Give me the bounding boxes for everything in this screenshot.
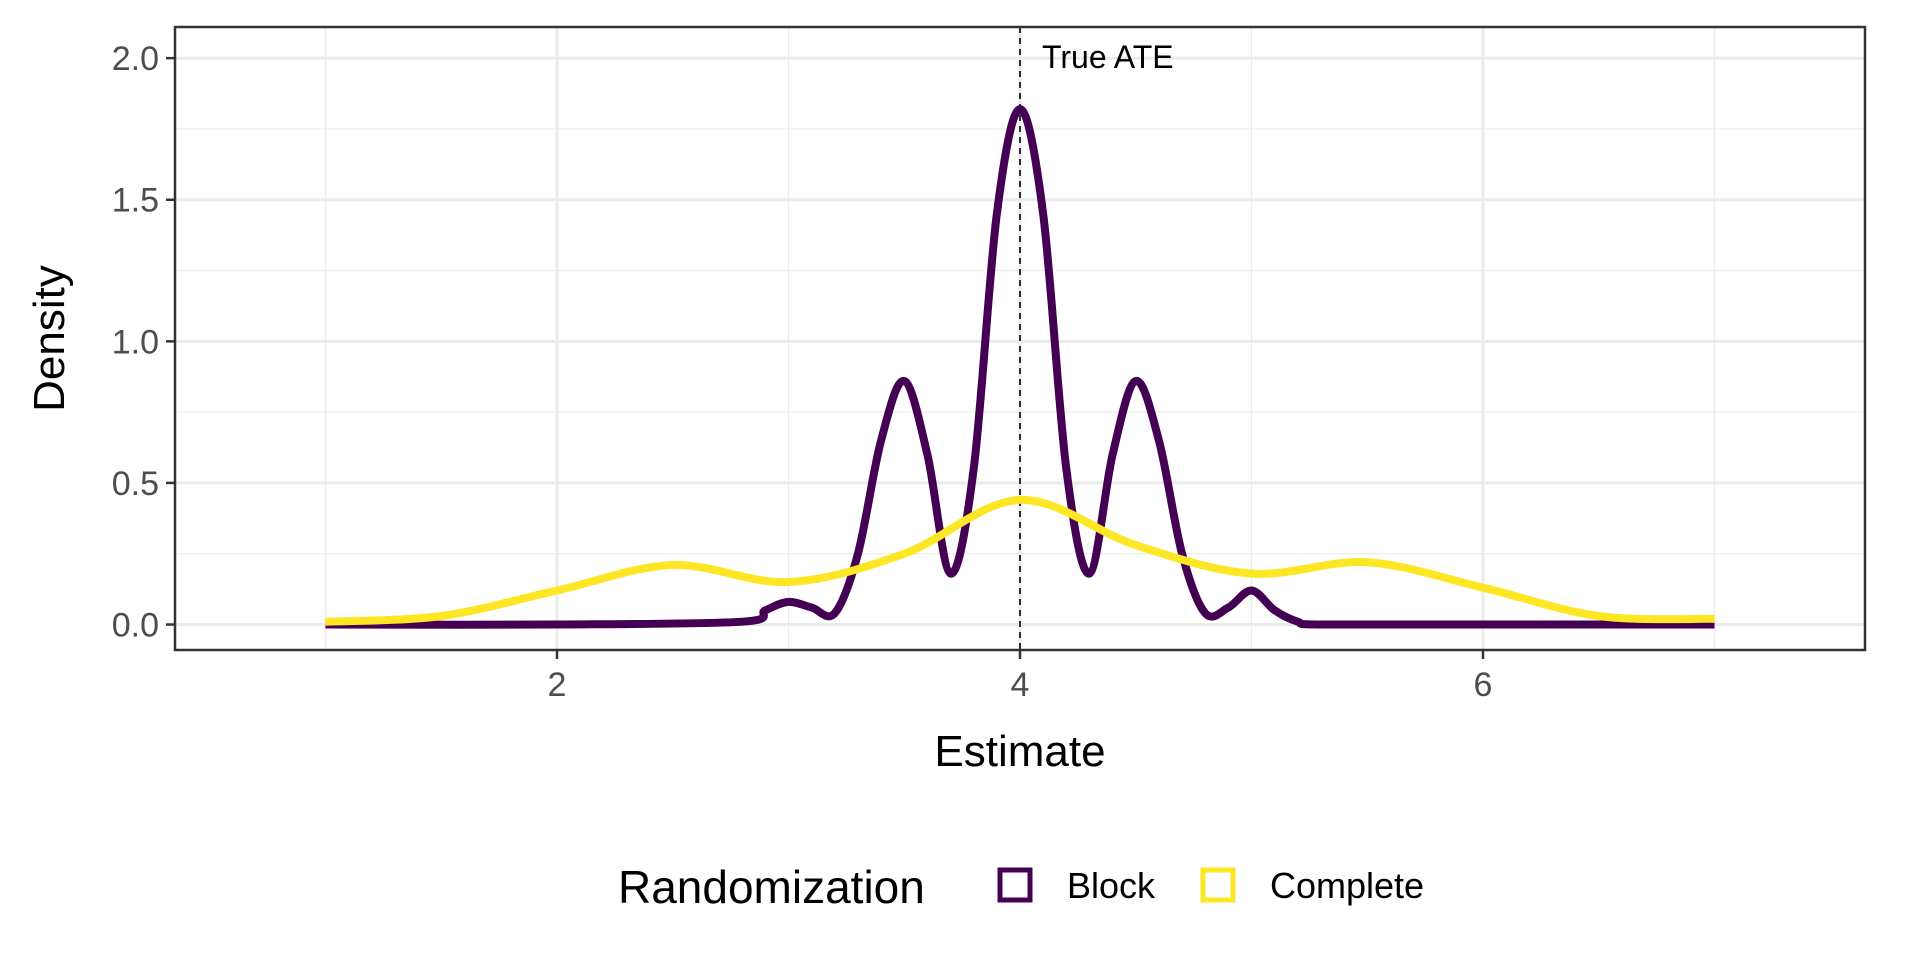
legend-key-complete (1200, 867, 1236, 903)
legend-label-complete: Complete (1270, 865, 1424, 906)
series-lines (325, 105, 1715, 629)
x-tick-label: 6 (1474, 666, 1493, 704)
y-tick-label: 0.5 (112, 465, 159, 503)
true-ate-annotation: True ATE (1042, 39, 1174, 75)
legend-label-block: Block (1067, 865, 1156, 906)
series-line-complete (325, 495, 1715, 626)
axes: 2 4 6 0.0 0.5 1.0 1.5 2.0 (112, 40, 1493, 704)
y-tick-label: 0.0 (112, 607, 159, 645)
x-tick-label: 2 (548, 666, 567, 704)
y-tick-label: 1.0 (112, 323, 159, 361)
legend: Randomization Block Complete (618, 861, 1424, 913)
legend-key-block (997, 867, 1033, 903)
x-tick-label: 4 (1011, 666, 1030, 704)
y-tick-label: 1.5 (112, 182, 159, 220)
y-tick-label: 2.0 (112, 40, 159, 78)
x-axis-title: Estimate (934, 727, 1105, 776)
series-line-block (325, 105, 1715, 629)
legend-title: Randomization (618, 861, 925, 913)
y-axis-title: Density (25, 265, 74, 412)
